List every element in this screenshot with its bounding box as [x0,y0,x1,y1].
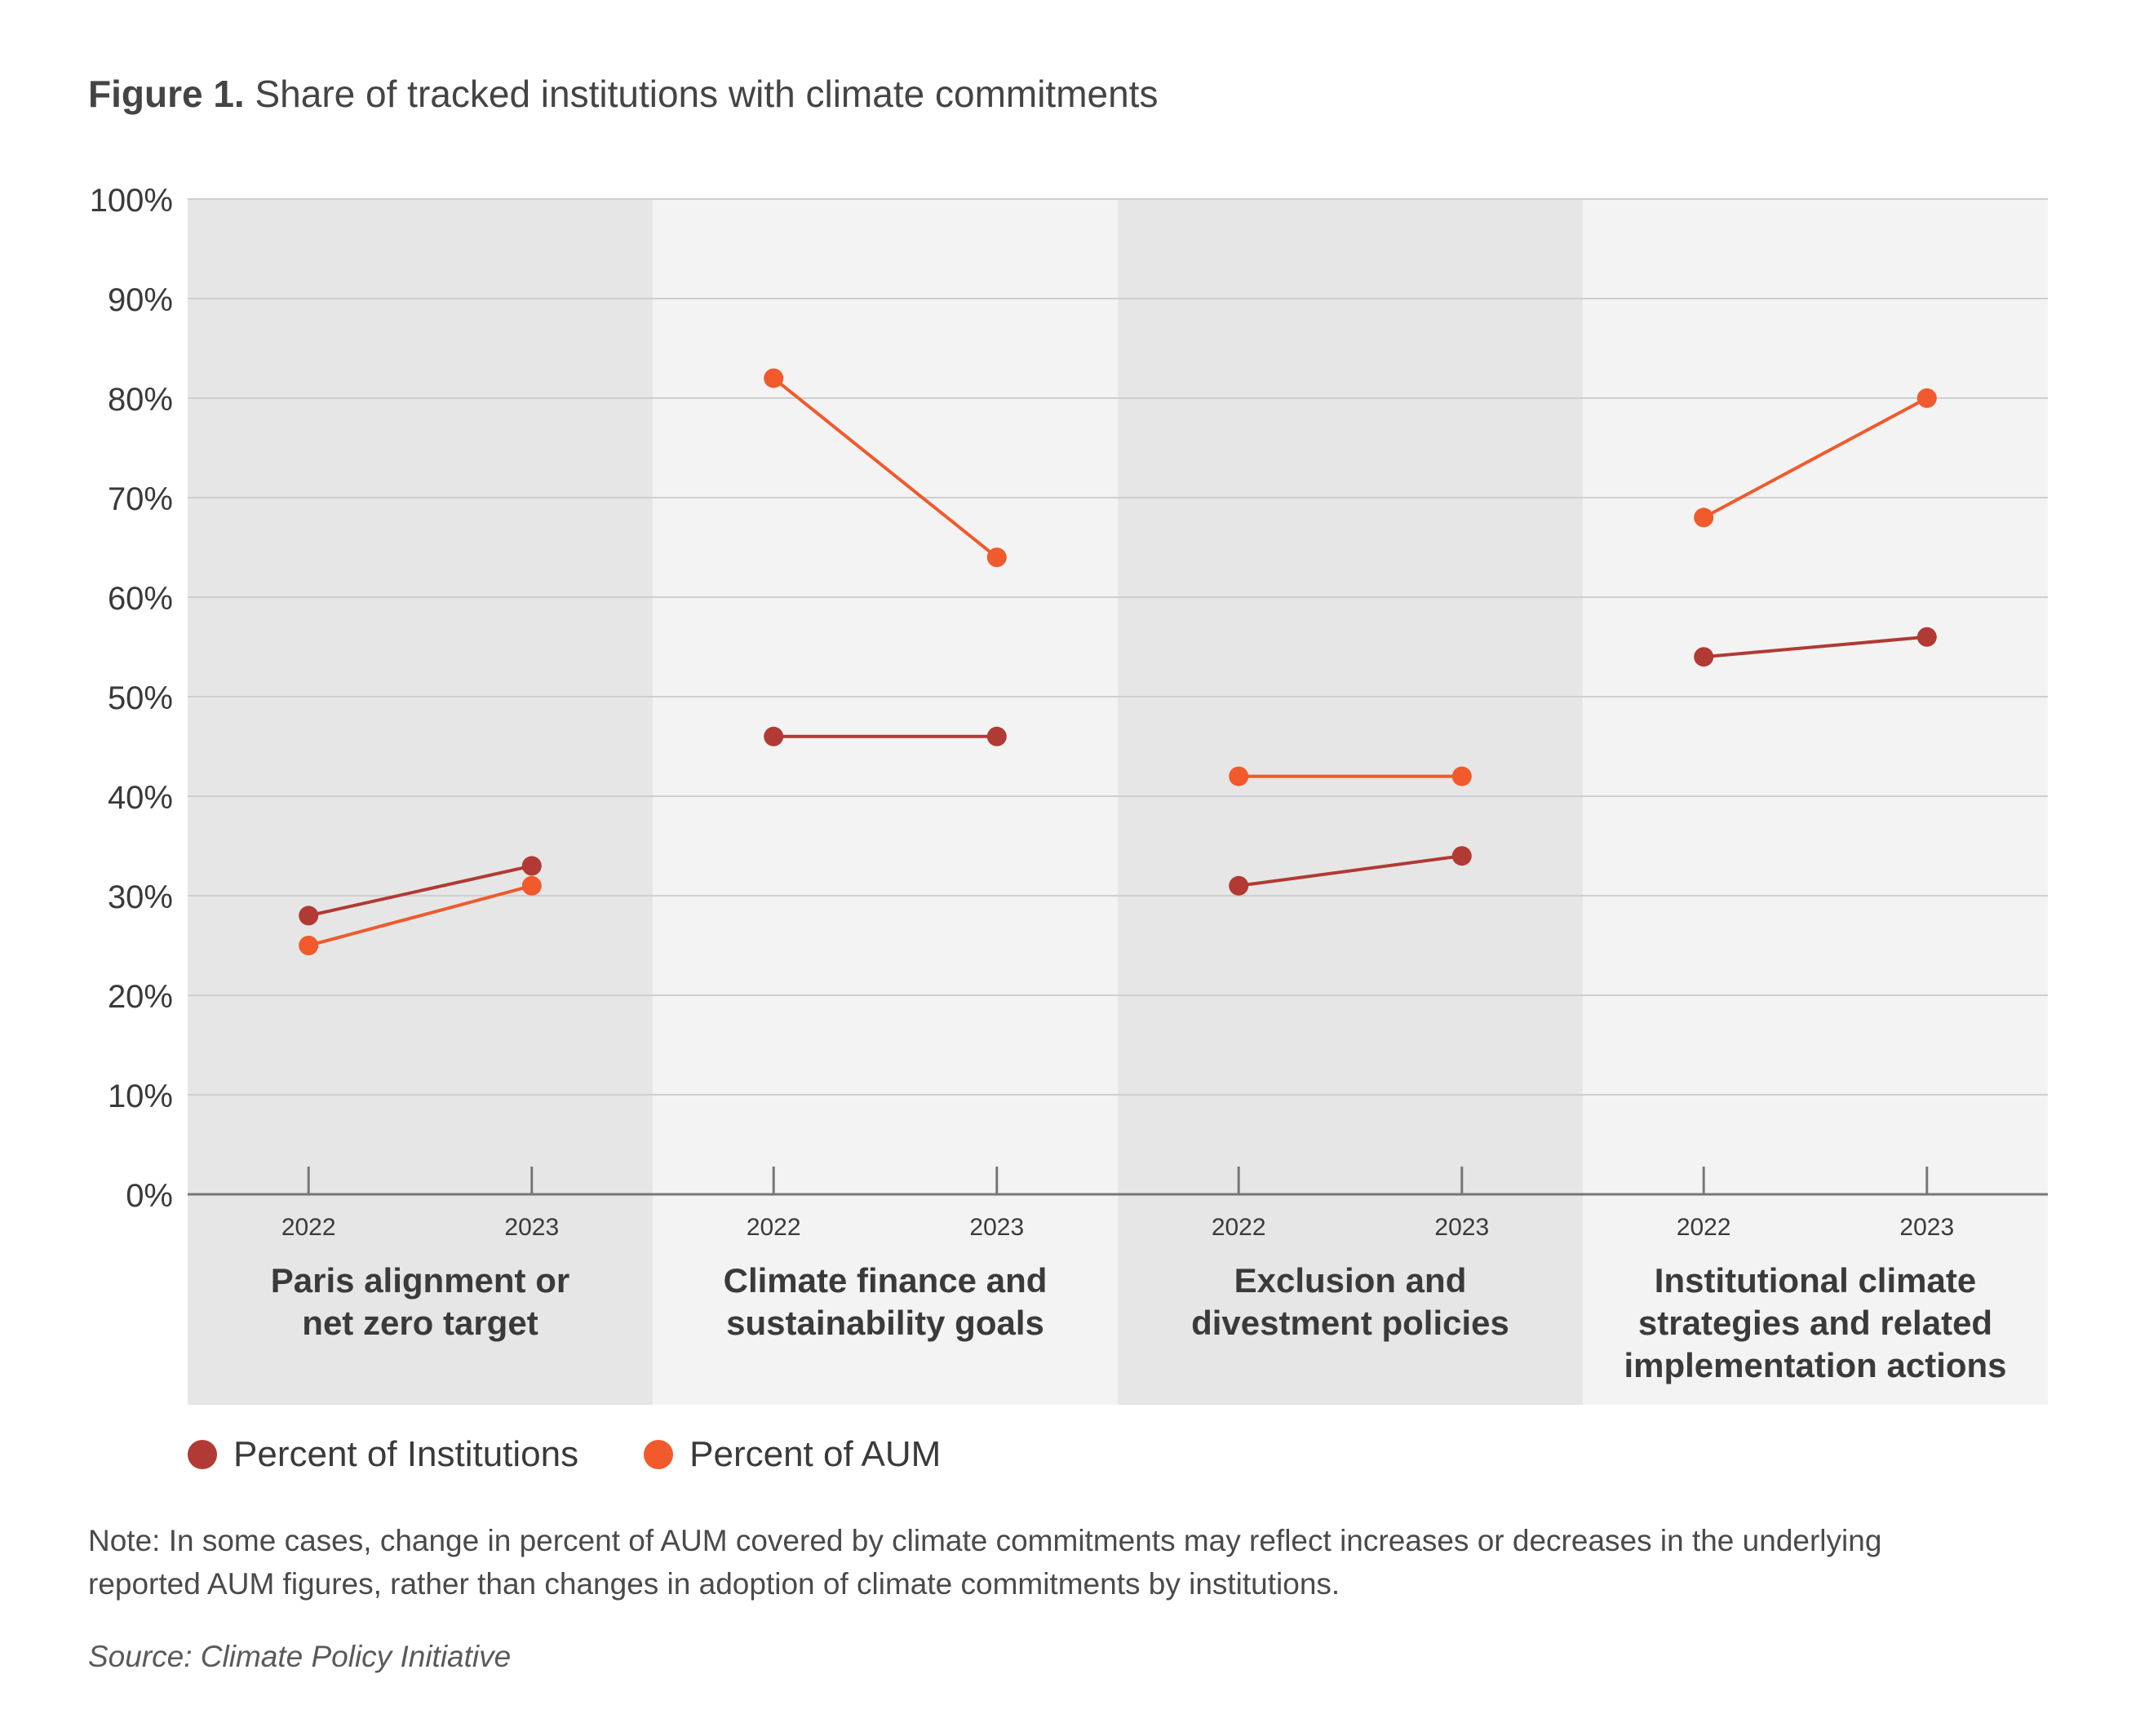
category-label: Exclusion and [1234,1261,1467,1300]
chart-panels [188,199,2048,1405]
chart-labels: 0% 10% 20% 30% 40% 50% 60% 70% 80% 90% 100% 2022 202… [90,183,2007,1384]
y-tick-label: 100% [90,183,173,219]
y-tick-label: 50% [108,680,173,716]
chart-series-lines [308,377,1928,947]
data-point-aum [521,875,542,896]
panel-2 [653,199,1118,1405]
x-tick-label: 2023 [969,1214,1024,1241]
chart: 0% 10% 20% 30% 40% 50% 60% 70% 80% 90% 100% 2022 202… [90,183,2048,1405]
series-line-institutions [1704,635,1927,659]
y-tick-label: 40% [108,780,173,816]
y-tick-label: 10% [108,1078,173,1114]
legend: Percent of Institutions Percent of AUM [188,1434,1006,1475]
y-tick-label: 70% [108,481,173,517]
x-tick-label: 2022 [747,1214,801,1241]
x-tick-label: 2022 [1677,1214,1731,1241]
data-point-institutions [1229,875,1249,896]
data-point-aum [1916,388,1937,408]
data-point-institutions [1916,627,1937,647]
data-point-aum [1694,507,1714,528]
legend-label-institutions: Percent of Institutions [233,1434,579,1474]
category-label: divestment policies [1191,1304,1509,1342]
data-point-institutions [986,726,1007,746]
y-tick-label: 60% [108,581,173,617]
x-tick-label: 2022 [1212,1214,1266,1241]
x-tick-label: 2023 [504,1214,559,1241]
series-line-institutions [1238,854,1463,888]
figure-label: Figure 1. [88,73,245,115]
panel-4 [1583,199,2048,1405]
chart-axis [188,1167,2048,1196]
category-label: sustainability goals [726,1304,1044,1342]
data-point-institutions [1694,647,1714,667]
chart-note: Note: In some cases, change in percent o… [88,1524,1882,1601]
legend-marker-institutions [188,1440,217,1469]
category-label: Institutional climate [1655,1261,1976,1300]
data-point-institutions [1451,846,1472,866]
category-label: Paris alignment or [271,1261,569,1300]
legend-item-aum: Percent of AUM [644,1434,941,1475]
series-line-aum [308,884,533,947]
data-point-institutions [299,906,319,926]
series-line-institutions [308,864,533,918]
y-tick-label: 20% [108,979,173,1015]
category-label: strategies and related [1638,1304,1992,1342]
y-tick-label: 80% [108,382,173,418]
panel-3 [1118,199,1583,1405]
category-label: Climate finance and [724,1261,1048,1300]
x-tick-label: 2023 [1434,1214,1489,1241]
x-tick-label: 2023 [1899,1214,1954,1241]
series-line-aum [772,377,999,559]
figure-title-text: Share of tracked institutions with clima… [255,73,1159,115]
data-point-aum [986,547,1007,568]
chart-source: Source: Climate Policy Initiative [88,1640,512,1673]
data-point-institutions [764,726,784,746]
panel-1 [188,199,653,1405]
legend-label-aum: Percent of AUM [689,1434,942,1474]
data-point-aum [764,368,784,388]
figure-title: Figure 1. Share of tracked institutions … [88,72,1158,116]
category-label: implementation actions [1624,1346,2006,1384]
data-point-aum [1229,766,1249,786]
y-tick-label: 0% [126,1178,173,1214]
y-tick-label: 30% [108,879,173,915]
data-point-institutions [521,856,542,876]
category-label: net zero target [302,1304,538,1342]
data-point-aum [299,936,319,955]
legend-marker-aum [644,1440,674,1469]
data-point-aum [1451,766,1472,786]
legend-item-institutions: Percent of Institutions [188,1434,578,1475]
y-tick-label: 90% [108,282,173,318]
series-line-aum [1703,396,1928,520]
x-tick-label: 2022 [281,1214,336,1241]
chart-points [299,368,1937,955]
